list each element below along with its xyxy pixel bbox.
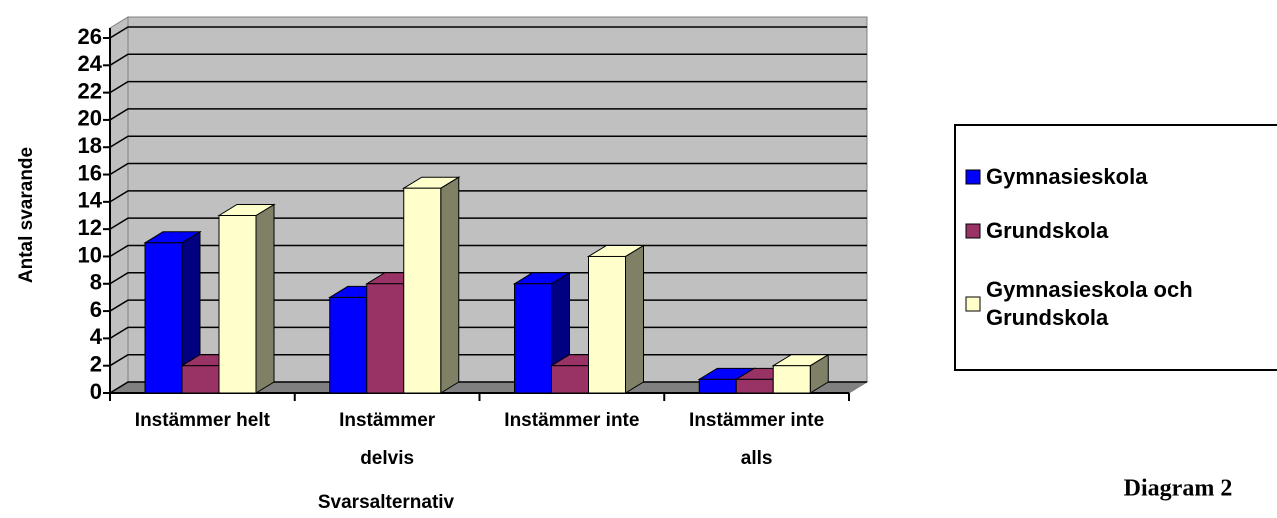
grid-line — [109, 162, 867, 176]
bar — [771, 353, 831, 394]
y-tick-label: 6 — [90, 297, 102, 322]
legend-swatch — [965, 223, 981, 239]
y-tick-label: 20 — [78, 106, 102, 131]
y-tick-label: 26 — [78, 24, 102, 49]
legend-box — [954, 124, 1277, 371]
y-tick-label: 18 — [78, 133, 102, 158]
bar-front — [181, 365, 220, 394]
y-tick-label: 0 — [90, 379, 102, 404]
bar-side — [625, 244, 644, 394]
grid-line — [109, 217, 867, 230]
legend-swatch — [965, 296, 981, 312]
y-tick-label: 16 — [78, 160, 102, 185]
y-tick-label: 24 — [78, 51, 103, 76]
legend-label: Grundskola — [986, 218, 1109, 243]
bar — [143, 230, 202, 394]
grid-line — [109, 108, 867, 121]
grid-line — [109, 135, 867, 148]
grid-line — [109, 190, 867, 203]
bar — [401, 176, 461, 394]
bar-front — [588, 255, 626, 394]
bar — [586, 244, 646, 394]
bar-front — [772, 365, 811, 394]
bar-front — [551, 365, 589, 394]
legend-label: Gymnasieskola och Grundskola — [986, 277, 1193, 330]
bar-side — [440, 176, 460, 394]
bar-front — [144, 242, 183, 394]
bar-front — [698, 378, 737, 394]
y-tick-label: 8 — [90, 270, 102, 295]
x-tick-label: Instämmer inte — [504, 410, 640, 431]
x-axis-title: Svarsalternativ — [318, 492, 455, 513]
y-tick-label: 14 — [78, 188, 103, 213]
bar-side — [255, 203, 275, 394]
y-axis-title: Antal svarande — [16, 147, 37, 283]
bar-front — [329, 296, 368, 394]
y-tick-label: 2 — [90, 352, 102, 377]
y-tick-label: 12 — [78, 215, 102, 240]
grid-line — [109, 26, 867, 39]
bar-front — [218, 215, 257, 394]
y-tick-label: 10 — [78, 242, 102, 267]
y-tick-label: 22 — [78, 78, 102, 103]
legend-swatch — [965, 169, 981, 185]
bar-front — [403, 187, 442, 394]
bar-front — [366, 283, 405, 394]
grid-line — [109, 80, 867, 94]
bar-front — [514, 283, 552, 394]
x-tick-label: Instämmer inte alls — [689, 410, 825, 469]
x-tick-label: Instämmer helt — [134, 410, 270, 431]
grid-line — [109, 53, 867, 66]
bar — [217, 203, 276, 394]
y-tick-label: 4 — [90, 324, 103, 349]
x-tick-label: Instämmer delvis — [339, 410, 436, 469]
caption: Diagram 2 — [1124, 476, 1233, 502]
legend-label: Gymnasieskola — [986, 164, 1148, 189]
bar-front — [735, 378, 774, 394]
